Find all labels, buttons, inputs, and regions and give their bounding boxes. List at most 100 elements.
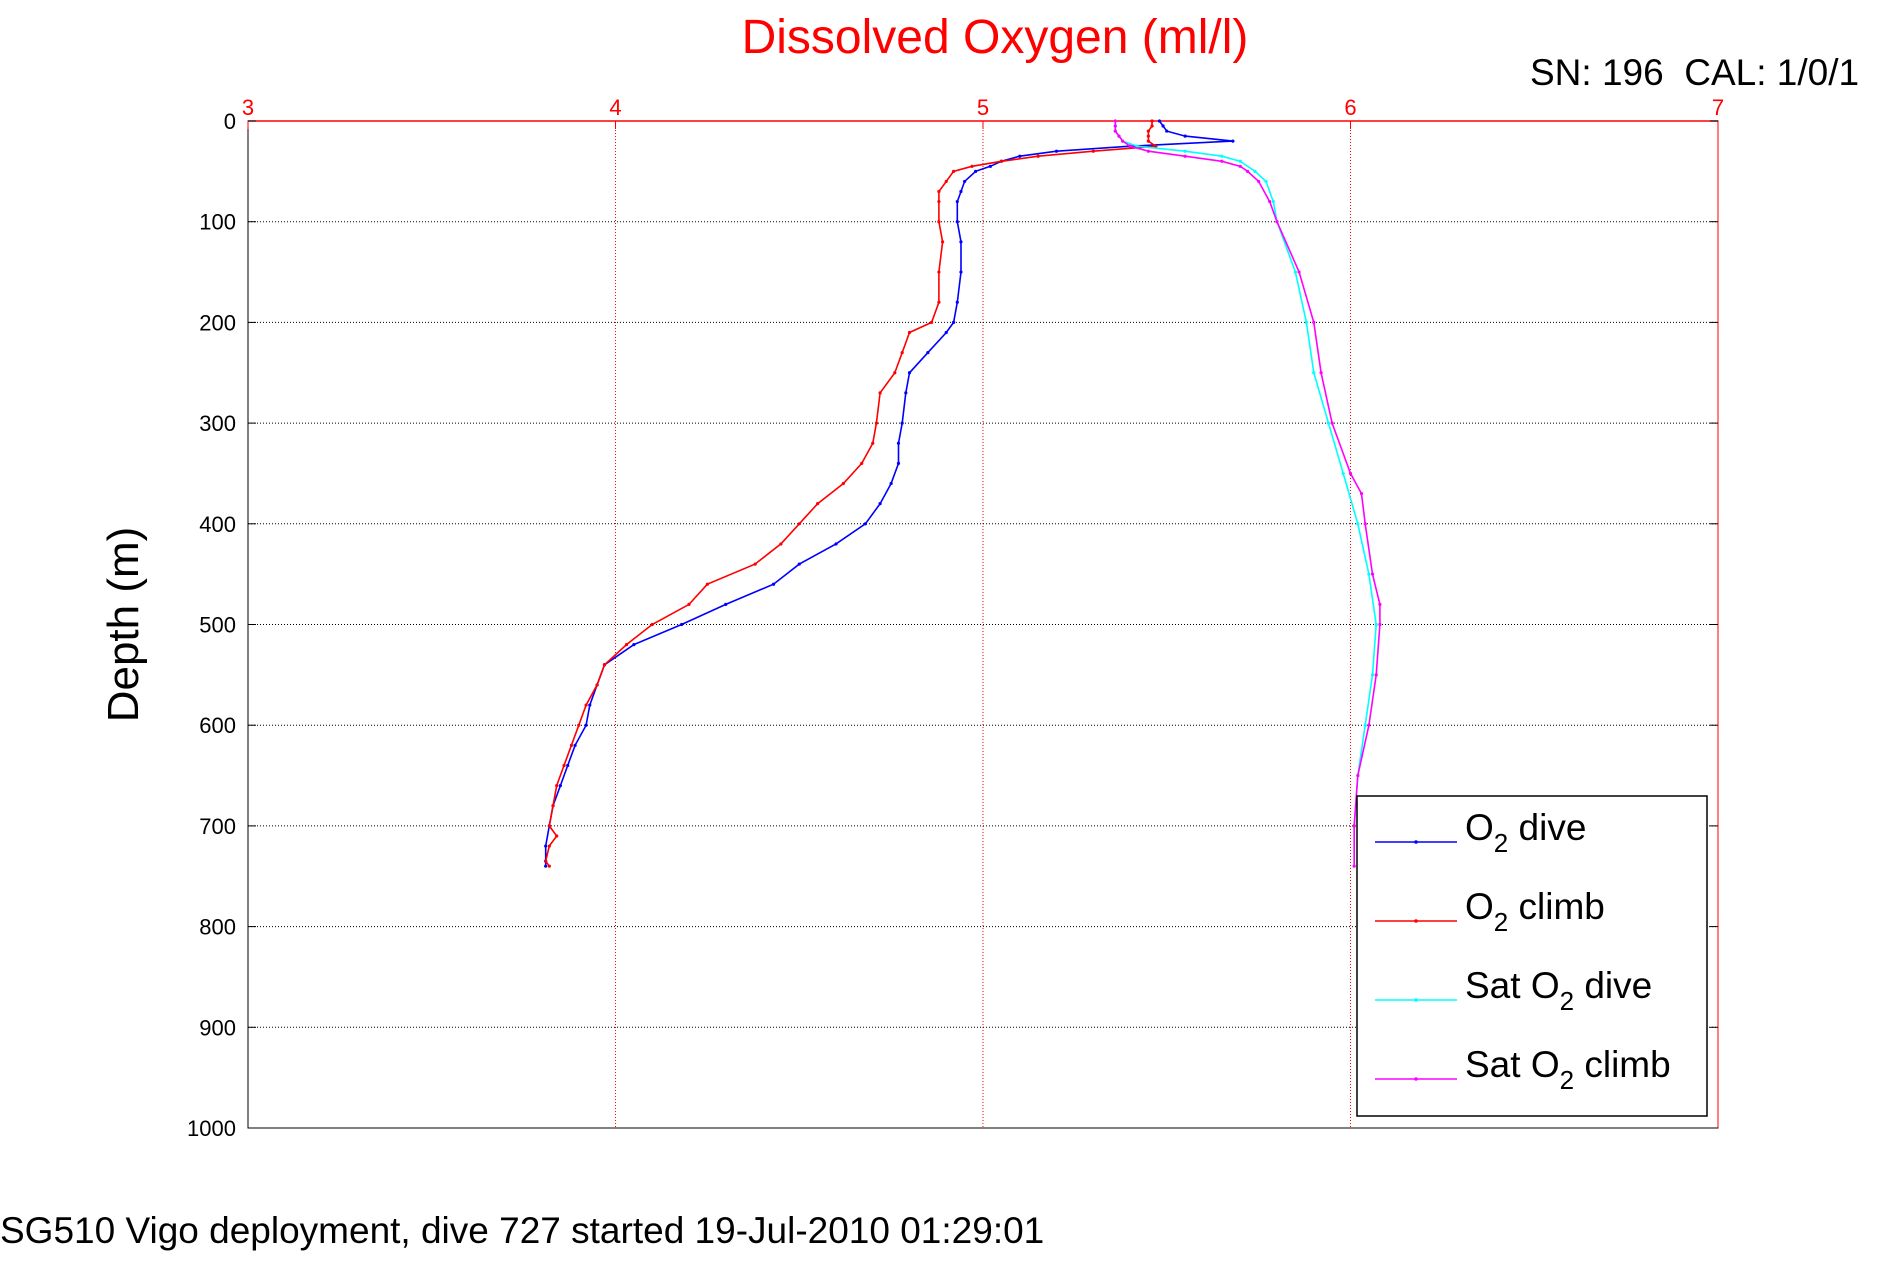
data-point-o2-climb: [929, 320, 934, 324]
data-point-sat-o2-dive: [1183, 149, 1187, 153]
data-point-o2-dive: [959, 189, 963, 194]
data-point-o2-climb: [555, 784, 559, 788]
data-point-o2-climb: [602, 663, 607, 667]
y-tick-label: 700: [199, 814, 236, 839]
data-point-o2-climb: [1150, 119, 1154, 123]
data-point-sat-o2-climb: [1319, 371, 1323, 375]
data-point-o2-climb: [893, 371, 897, 375]
data-point-o2-climb: [1091, 149, 1095, 153]
data-point-o2-dive: [558, 784, 562, 788]
data-point-sat-o2-dive: [1271, 199, 1275, 204]
data-point-o2-climb: [551, 804, 555, 808]
data-point-o2-climb: [937, 199, 941, 204]
data-point-o2-climb: [816, 502, 820, 506]
data-point-sat-o2-dive: [1370, 673, 1375, 677]
data-point-o2-climb: [860, 461, 864, 465]
data-point-sat-o2-dive: [1293, 270, 1297, 274]
data-point-sat-o2-climb: [1348, 471, 1353, 476]
data-point-sat-o2-climb: [1128, 144, 1132, 148]
data-point-o2-dive: [878, 502, 882, 506]
data-point-o2-dive: [834, 542, 838, 546]
x-tick-label: 3: [242, 95, 254, 120]
data-point-sat-o2-dive: [1356, 522, 1360, 526]
data-point-o2-climb: [1154, 144, 1158, 148]
data-point-o2-climb: [944, 179, 948, 184]
y-tick-label: 900: [199, 1015, 236, 1040]
data-point-sat-o2-climb: [1359, 491, 1364, 496]
data-point-o2-dive: [544, 844, 548, 848]
data-point-sat-o2-climb: [1117, 134, 1121, 138]
data-point-o2-dive: [632, 643, 636, 647]
x-tick-label: 4: [609, 95, 621, 120]
data-point-sat-o2-climb: [1374, 673, 1378, 677]
data-point-o2-climb: [547, 844, 551, 848]
legend-marker-sat-o2-climb: [1414, 1077, 1418, 1081]
data-point-sat-o2-climb: [1378, 622, 1382, 627]
data-point-sat-o2-dive: [1363, 723, 1367, 727]
data-point-o2-dive: [584, 723, 588, 727]
y-tick-label: 500: [199, 613, 236, 638]
data-point-o2-climb: [1146, 129, 1150, 133]
data-point-o2-dive: [1054, 149, 1059, 153]
data-point-sat-o2-dive: [1253, 169, 1257, 173]
series-layer: [544, 119, 1382, 868]
data-point-o2-climb: [871, 441, 875, 445]
data-point-o2-dive: [771, 582, 776, 586]
data-point-o2-climb: [577, 723, 581, 727]
legend-marker-o2-dive: [1414, 840, 1418, 844]
data-point-sat-o2-dive: [1220, 154, 1224, 158]
series-line-o2-climb: [544, 121, 1158, 867]
data-point-o2-dive: [588, 703, 592, 707]
data-point-o2-dive: [544, 864, 548, 868]
data-point-o2-climb: [970, 164, 974, 168]
data-point-o2-climb: [900, 351, 904, 355]
data-point-o2-climb: [547, 864, 551, 868]
data-point-o2-dive: [1161, 124, 1165, 128]
serial-calibration-label: SN: 196 CAL: 1/0/1: [1530, 52, 1860, 93]
data-point-sat-o2-climb: [1113, 124, 1117, 128]
data-point-sat-o2-dive: [1341, 471, 1345, 476]
data-point-o2-dive: [724, 602, 728, 606]
data-point-o2-climb: [569, 743, 574, 747]
data-point-o2-climb: [705, 582, 709, 586]
y-tick-label: 0: [224, 109, 236, 134]
y-tick-label: 600: [199, 713, 236, 738]
data-point-o2-climb: [1146, 134, 1150, 138]
legend-box: [1356, 795, 1708, 1117]
legend-marker-o2-climb: [1414, 919, 1418, 923]
data-point-o2-dive: [1231, 139, 1235, 143]
data-point-o2-climb: [555, 834, 559, 838]
data-point-o2-dive: [988, 164, 992, 168]
data-point-sat-o2-climb: [1268, 199, 1272, 204]
data-point-o2-climb: [687, 602, 691, 606]
y-tick-label: 200: [199, 310, 236, 335]
data-point-o2-climb: [999, 159, 1003, 163]
data-point-sat-o2-climb: [1257, 179, 1261, 184]
data-point-sat-o2-climb: [1352, 864, 1356, 868]
data-point-o2-dive: [1183, 134, 1187, 138]
data-point-sat-o2-climb: [1356, 773, 1360, 778]
legend-label-o2-climb: O2 climb: [1465, 886, 1605, 937]
data-point-o2-dive: [863, 522, 868, 526]
data-point-sat-o2-dive: [1264, 179, 1268, 184]
data-point-sat-o2-dive: [1304, 320, 1308, 324]
data-point-o2-dive: [896, 441, 901, 445]
y-tick-label: 1000: [187, 1116, 236, 1141]
data-point-o2-dive: [907, 371, 912, 375]
legend-label-o2-dive: O2 dive: [1465, 807, 1586, 858]
data-point-o2-climb: [544, 859, 548, 863]
data-point-sat-o2-climb: [1312, 320, 1316, 324]
data-point-o2-climb: [907, 330, 912, 335]
data-point-o2-climb: [878, 391, 882, 395]
legend: O2 dive O2 climb Sat O2 dive Sat O2 climb: [1356, 795, 1708, 1117]
data-point-o2-climb: [1036, 154, 1040, 158]
data-point-sat-o2-dive: [1238, 159, 1242, 163]
data-point-o2-dive: [974, 169, 978, 173]
dive-info-footer: SG510 Vigo deployment, dive 727 started …: [0, 1210, 1045, 1251]
data-point-o2-climb: [937, 189, 941, 194]
data-point-o2-climb: [1150, 124, 1154, 128]
data-point-sat-o2-climb: [1378, 602, 1382, 606]
data-point-o2-dive: [955, 300, 959, 304]
data-point-o2-dive: [900, 421, 904, 425]
